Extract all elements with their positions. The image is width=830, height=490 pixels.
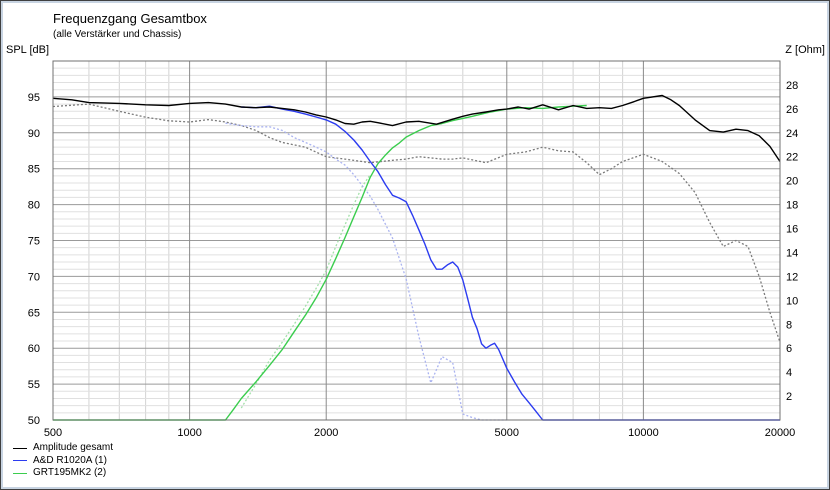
y-right-tick-label: 18 (786, 200, 798, 212)
y-right-tick-label: 14 (786, 247, 798, 259)
y-right-tick-label: 8 (786, 319, 792, 331)
chart-legend: Amplitude gesamt A&D R1020A (1) GRT195MK… (13, 442, 113, 480)
y-right-tick-label: 16 (786, 224, 798, 236)
y-right-tick-label: 4 (786, 367, 792, 379)
x-tick-label: 5000 (495, 427, 519, 439)
x-tick-label: 10000 (628, 427, 659, 439)
x-tick-label: 20000 (765, 427, 796, 439)
legend-swatch-ad-r1020a (13, 460, 27, 462)
chart-subtitle: (alle Verstärker und Chassis) (53, 29, 182, 40)
y-axis-left-label: SPL [dB] (6, 44, 50, 56)
series-line-impedanz-gesamt (52, 103, 781, 343)
legend-item-amplitude: Amplitude gesamt (13, 442, 113, 455)
series-line-amplitude-gesamt (52, 94, 781, 162)
legend-item-grt195mk2: GRT195MK2 (2) (13, 467, 113, 480)
x-tick-label: 2000 (314, 427, 338, 439)
x-tick-label: 1000 (177, 427, 201, 439)
y-left-tick-label: 90 (28, 128, 40, 140)
y-left-tick-label: 75 (28, 236, 40, 248)
y-right-tick-label: 10 (786, 295, 798, 307)
y-right-tick-label: 24 (786, 128, 798, 140)
legend-label-grt195mk2: GRT195MK2 (2) (33, 467, 107, 478)
y-right-tick-label: 2 (786, 391, 792, 403)
y-left-tick-label: 85 (28, 164, 40, 176)
y-right-tick-label: 20 (786, 176, 798, 188)
y-right-tick-label: 28 (786, 80, 798, 92)
legend-swatch-grt195mk2 (13, 472, 27, 474)
legend-swatch-amplitude (13, 447, 27, 449)
series-line-grt195mk2-2-impedanz (240, 174, 371, 409)
chart-title: Frequenzgang Gesamtbox (53, 11, 207, 26)
legend-label-ad-r1020a: A&D R1020A (1) (33, 454, 107, 466)
y-left-tick-label: 95 (28, 92, 40, 104)
y-axis-right-label: Z [Ohm] (785, 44, 825, 56)
legend-label-amplitude: Amplitude gesamt (33, 442, 114, 453)
series-line-a-d-r1020a-1-impedanz (225, 122, 507, 421)
y-right-tick-label: 26 (786, 104, 798, 116)
series-line-a-d-r1020a-1 (241, 105, 780, 421)
y-left-tick-label: 80 (28, 200, 40, 212)
y-right-tick-label: 22 (786, 152, 798, 164)
y-left-tick-label: 70 (28, 271, 40, 283)
y-right-tick-label: 12 (786, 271, 798, 283)
y-left-tick-label: 60 (28, 343, 40, 355)
y-left-tick-label: 50 (28, 415, 40, 427)
y-left-tick-label: 55 (28, 379, 40, 391)
legend-item-ad-r1020a: A&D R1020A (1) (13, 455, 113, 468)
plot-border (52, 60, 781, 421)
y-left-tick-label: 65 (28, 307, 40, 319)
x-tick-label: 500 (44, 427, 62, 439)
y-right-tick-label: 6 (786, 343, 792, 355)
